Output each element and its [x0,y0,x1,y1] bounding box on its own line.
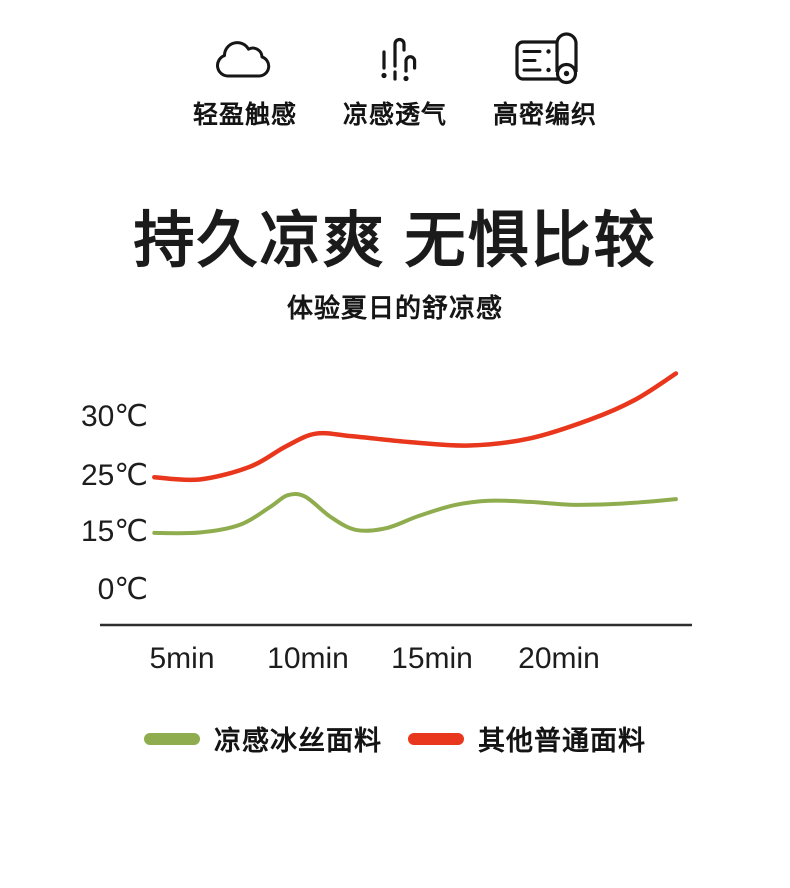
page-title: 持久凉爽 无惧比较 [133,206,657,274]
legend-item-cool-fabric: 凉感冰丝面料 [144,719,382,758]
feature-dense-weave: 高密编织 [493,30,597,131]
chart-legend: 凉感冰丝面料 其他普通面料 [0,719,790,758]
red-line-swatch [408,732,464,745]
legend-item-ordinary-fabric: 其他普通面料 [408,719,646,758]
page-subtitle: 体验夏日的舒凉感 [286,293,503,324]
y-tick-25: 25℃ [81,459,148,492]
x-tick-10min: 10min [267,642,349,675]
legend-label: 其他普通面料 [478,726,646,757]
fabric-roll-icon [509,30,581,88]
y-tick-30: 30℃ [81,400,148,433]
y-tick-15: 15℃ [81,515,148,548]
y-tick-0: 0℃ [98,573,148,606]
feature-label: 高密编织 [493,101,598,129]
green-line-swatch [144,732,200,745]
chart-lines [152,371,679,536]
feature-light-touch: 轻盈触感 [193,30,297,131]
cool-fabric-line [152,492,678,536]
comparison-chart: 30℃ 25℃ 15℃ 0℃ 5min 10min 15min 20min [0,357,790,687]
feature-cool-breathable: 凉感透气 [343,30,447,131]
feature-label: 轻盈触感 [192,101,297,129]
x-tick-15min: 15min [391,642,473,675]
cloud-icon [213,30,277,88]
x-tick-5min: 5min [149,642,214,675]
steam-icon [363,30,427,88]
features-row: 轻盈触感 凉感透气 [0,0,790,131]
feature-label: 凉感透气 [342,101,447,129]
ordinary-fabric-line [152,371,679,483]
legend-label: 凉感冰丝面料 [214,726,382,757]
x-tick-20min: 20min [518,642,600,675]
